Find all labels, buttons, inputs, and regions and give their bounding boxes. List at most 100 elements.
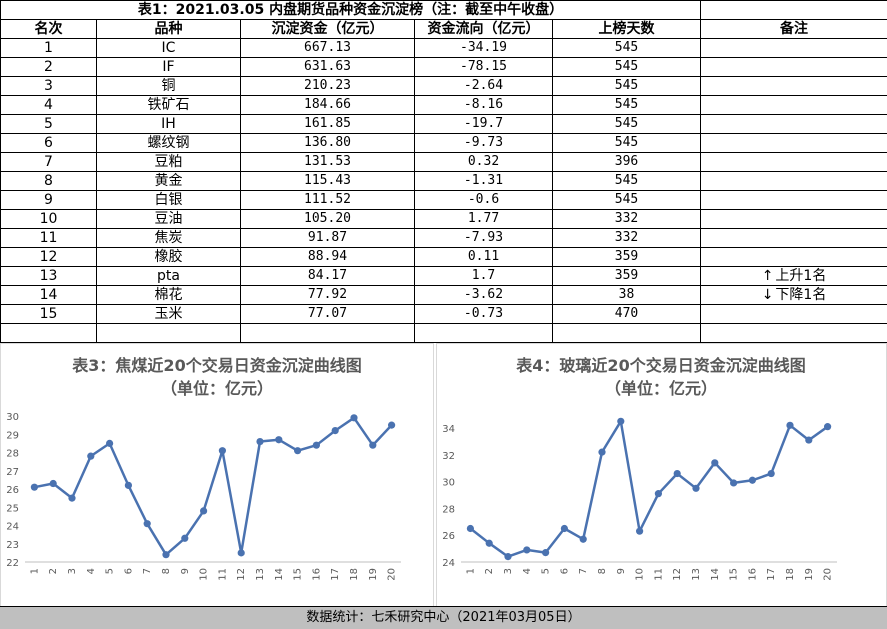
cell-rank: 14: [1, 286, 97, 305]
y-tick-label: 28: [442, 504, 455, 515]
x-tick-label: 15: [293, 568, 304, 581]
data-point: [238, 549, 245, 556]
cell-fund: 131.53: [241, 153, 415, 172]
cell-fund: 136.80: [241, 134, 415, 153]
x-tick-label: 2: [48, 568, 59, 574]
cell-note: [701, 191, 887, 210]
x-tick-label: 5: [541, 568, 552, 574]
x-tick-label: 12: [672, 568, 683, 581]
cell-name: 橡胶: [97, 248, 241, 267]
data-point: [332, 427, 339, 434]
cell-note: ↑上升1名: [701, 267, 887, 286]
data-point: [805, 436, 812, 443]
data-point: [144, 520, 151, 527]
cell-flow: -78.15: [415, 58, 553, 77]
data-point: [313, 442, 320, 449]
cell-note: [701, 210, 887, 229]
cell-name: 玉米: [97, 305, 241, 324]
cell-rank: 12: [1, 248, 97, 267]
x-tick-label: 1: [465, 568, 476, 574]
data-point: [275, 436, 282, 443]
cell-days: 38: [553, 286, 701, 305]
cell-rank: 9: [1, 191, 97, 210]
cell-flow: 0.32: [415, 153, 553, 172]
table-title: 表1：2021.03.05 内盘期货品种资金沉淀榜（注：截至中午收盘）: [1, 1, 701, 20]
cell-name: 白银: [97, 191, 241, 210]
cell-rank: 7: [1, 153, 97, 172]
cell-note: ↓下降1名: [701, 286, 887, 305]
cell-name: 焦炭: [97, 229, 241, 248]
data-point: [561, 525, 568, 532]
data-point: [162, 551, 169, 558]
cell-fund: 115.43: [241, 172, 415, 191]
x-tick-label: 14: [710, 568, 721, 581]
cell-name: IF: [97, 58, 241, 77]
series-line: [34, 418, 391, 555]
cell-flow: -9.73: [415, 134, 553, 153]
cell-flow: 0.11: [415, 248, 553, 267]
cell-note: [701, 248, 887, 267]
cell-name: 螺纹钢: [97, 134, 241, 153]
x-tick-label: 5: [105, 568, 116, 574]
x-tick-label: 20: [387, 568, 398, 581]
x-tick-label: 17: [766, 568, 777, 581]
cell-days: 545: [553, 134, 701, 153]
cell-name: 棉花: [97, 286, 241, 305]
cell-rank: 4: [1, 96, 97, 115]
data-point: [486, 540, 493, 547]
data-point: [388, 422, 395, 429]
y-tick-label: 26: [6, 485, 19, 496]
chart-title: 表4：玻璃近20个交易日资金沉淀曲线图: [515, 356, 805, 375]
x-tick-label: 15: [729, 568, 740, 581]
empty-cell: [415, 324, 553, 343]
data-point: [692, 485, 699, 492]
cell-rank: 6: [1, 134, 97, 153]
data-point: [125, 482, 132, 489]
cell-fund: 84.17: [241, 267, 415, 286]
cell-days: 545: [553, 115, 701, 134]
x-tick-label: 7: [578, 568, 589, 574]
cell-rank: 2: [1, 58, 97, 77]
y-tick-label: 25: [6, 503, 19, 514]
data-point: [711, 459, 718, 466]
coking-coal-chart-svg: 表3：焦煤近20个交易日资金沉淀曲线图（单位：亿元）22232425262728…: [1, 344, 433, 607]
cell-rank: 8: [1, 172, 97, 191]
chart-title: 表3：焦煤近20个交易日资金沉淀曲线图: [71, 356, 361, 375]
cell-rank: 3: [1, 77, 97, 96]
cell-note: [701, 115, 887, 134]
cell-days: 545: [553, 96, 701, 115]
x-tick-label: 2: [484, 568, 495, 574]
data-point: [617, 418, 624, 425]
cell-rank: 5: [1, 115, 97, 134]
x-tick-label: 19: [368, 568, 379, 581]
header-name: 品种: [97, 20, 241, 39]
cell-fund: 631.63: [241, 58, 415, 77]
footer-source: 数据统计：七禾研究中心（2021年03月05日）: [0, 606, 887, 629]
x-tick-label: 10: [635, 568, 646, 581]
cell-note: [701, 172, 887, 191]
header-fund: 沉淀资金（亿元）: [241, 20, 415, 39]
cell-flow: -7.93: [415, 229, 553, 248]
cell-note: [701, 77, 887, 96]
cell-flow: -1.31: [415, 172, 553, 191]
chart-subtitle: （单位：亿元）: [605, 379, 717, 398]
x-tick-label: 11: [653, 568, 664, 581]
cell-flow: -8.16: [415, 96, 553, 115]
y-tick-label: 34: [442, 424, 455, 435]
y-tick-label: 24: [442, 558, 455, 569]
header-rank: 名次: [1, 20, 97, 39]
data-point: [256, 438, 263, 445]
arrow-down-icon: ↓: [762, 286, 774, 304]
x-tick-label: 16: [311, 568, 322, 581]
data-point: [504, 553, 511, 560]
cell-note: [701, 153, 887, 172]
